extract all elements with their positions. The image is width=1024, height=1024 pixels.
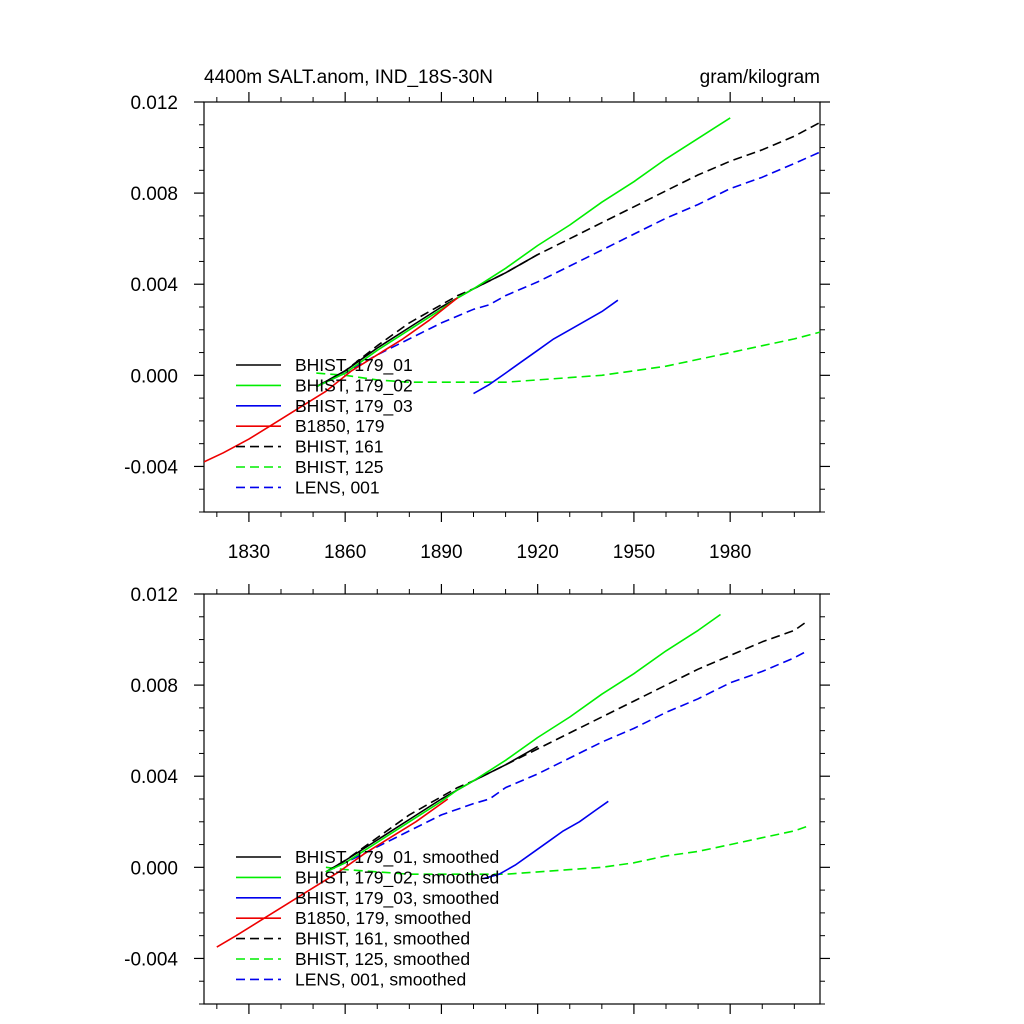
y-tick-label: 0.000 bbox=[130, 366, 178, 387]
units-label: gram/kilogram bbox=[700, 67, 820, 88]
series-line bbox=[315, 151, 820, 388]
series-line bbox=[325, 825, 808, 876]
chart-title: 4400m SALT.anom, IND_18S-30N bbox=[204, 67, 493, 88]
legend-label: BHIST, 179_03, smoothed bbox=[295, 888, 499, 909]
legend-label: BHIST, 161 bbox=[295, 437, 384, 457]
series-line bbox=[473, 299, 619, 395]
chart-panel-2: 0.012 0.008 0.004 0.000 -0.004 BHIST, 179_01,… bbox=[124, 584, 830, 1014]
legend-label: BHIST, 125, smoothed bbox=[295, 949, 470, 969]
series-line bbox=[316, 331, 820, 384]
y-tick-label: 0.012 bbox=[130, 585, 178, 606]
legend-label: BHIST, 179_02 bbox=[295, 375, 413, 396]
legend-label: LENS, 001, smoothed bbox=[295, 969, 466, 989]
series-line bbox=[315, 121, 820, 388]
series-line bbox=[315, 117, 731, 388]
series-lines bbox=[216, 613, 808, 948]
legend-label: BHIST, 161, smoothed bbox=[295, 929, 470, 949]
y-tick-label: 0.008 bbox=[130, 184, 178, 205]
series-line bbox=[325, 745, 539, 873]
y-tick-label: -0.004 bbox=[124, 949, 178, 970]
series-line bbox=[482, 800, 609, 880]
series-line bbox=[216, 798, 449, 948]
series-lines bbox=[204, 117, 820, 463]
legend-label: BHIST, 179_03 bbox=[295, 396, 413, 417]
y-tick-label: 0.012 bbox=[130, 93, 178, 114]
chart-panel-1: 1830 1860 1890 1920 1950 1980 0.012 0.008 0.004 0… bbox=[124, 92, 830, 563]
legend-label: BHIST, 125 bbox=[295, 457, 384, 477]
legend-label: LENS, 001 bbox=[295, 477, 380, 497]
y-tick-label: 0.008 bbox=[130, 676, 178, 697]
series-line bbox=[325, 613, 721, 873]
y-tick-label: 0.000 bbox=[130, 858, 178, 879]
y-tick-label: 0.004 bbox=[130, 275, 178, 296]
x-tick-label: 1890 bbox=[420, 542, 462, 563]
legend-label: BHIST, 179_01 bbox=[295, 355, 413, 376]
legend-label: B1850, 179, smoothed bbox=[295, 908, 471, 928]
legend-label: B1850, 179 bbox=[295, 416, 385, 436]
x-tick-label: 1830 bbox=[228, 542, 270, 563]
series-line bbox=[315, 253, 539, 388]
legend-label: BHIST, 179_01, smoothed bbox=[295, 847, 499, 868]
plots: 1830 1860 1890 1920 1950 19800.0120.0080.0040… bbox=[124, 92, 830, 1014]
x-tick-label: 1920 bbox=[517, 542, 559, 563]
y-tick-label: -0.004 bbox=[124, 457, 178, 478]
y-tick-label: 0.004 bbox=[130, 767, 178, 788]
legend-label: BHIST, 179_02, smoothed bbox=[295, 867, 499, 888]
series-line bbox=[204, 297, 458, 463]
series-line bbox=[325, 650, 808, 873]
x-tick-label: 1980 bbox=[709, 542, 751, 563]
x-tick-label: 1860 bbox=[324, 542, 366, 563]
series-line bbox=[325, 620, 808, 873]
x-tick-label: 1950 bbox=[613, 542, 655, 563]
